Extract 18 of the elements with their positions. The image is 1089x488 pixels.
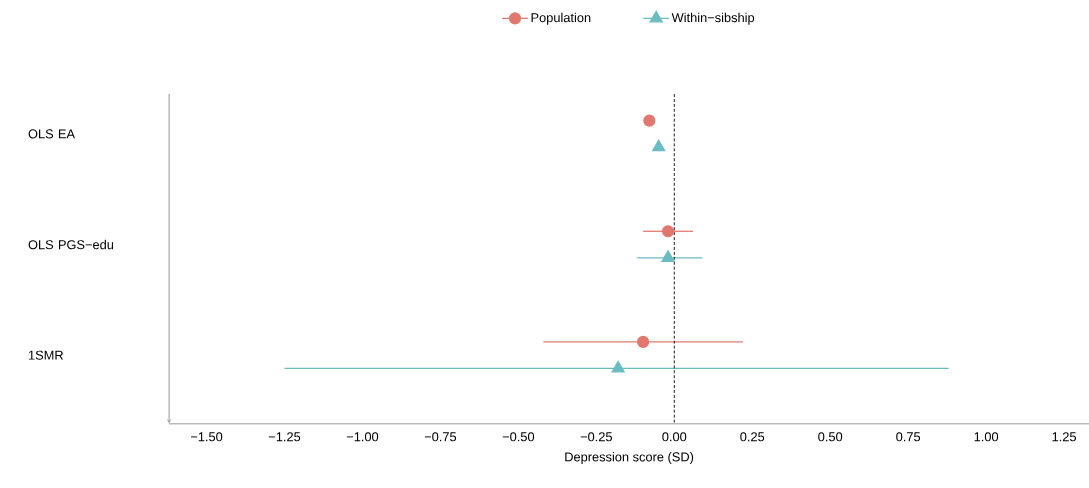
x-tick-label: 1.25 xyxy=(1052,432,1077,442)
x-tick-label: −0.50 xyxy=(502,432,535,442)
x-tick-label: 0.00 xyxy=(662,432,687,442)
x-tick-label: 0.50 xyxy=(818,432,843,442)
x-axis-title: Depression score (SD) xyxy=(565,451,694,464)
x-tick-label: 0.75 xyxy=(896,432,921,442)
x-tick-label: 1.00 xyxy=(974,432,999,442)
legend-label: Within−sibship xyxy=(671,12,755,25)
x-tick-label: 0.25 xyxy=(740,432,765,442)
y-tick-label: 1SMR xyxy=(28,350,64,360)
x-tick-label: −0.75 xyxy=(424,432,457,442)
x-tick-label: −1.00 xyxy=(346,432,379,442)
x-tick-label: −1.50 xyxy=(190,432,223,442)
y-tick-label: OLS PGS−edu xyxy=(28,239,114,250)
x-tick-label: −1.25 xyxy=(268,432,301,442)
x-tick-label: −0.25 xyxy=(580,432,613,442)
legend-label: Population xyxy=(531,12,591,25)
y-tick-label: OLS EA xyxy=(28,129,76,139)
